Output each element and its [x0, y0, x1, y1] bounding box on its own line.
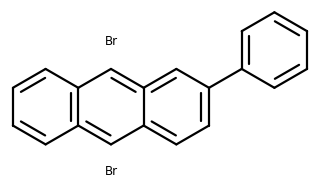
Text: Br: Br — [104, 35, 117, 48]
Text: Br: Br — [104, 165, 117, 178]
